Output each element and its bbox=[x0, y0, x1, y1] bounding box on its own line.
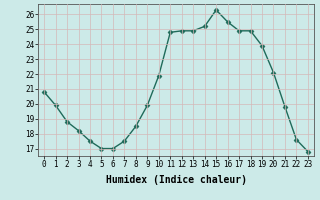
X-axis label: Humidex (Indice chaleur): Humidex (Indice chaleur) bbox=[106, 175, 246, 185]
